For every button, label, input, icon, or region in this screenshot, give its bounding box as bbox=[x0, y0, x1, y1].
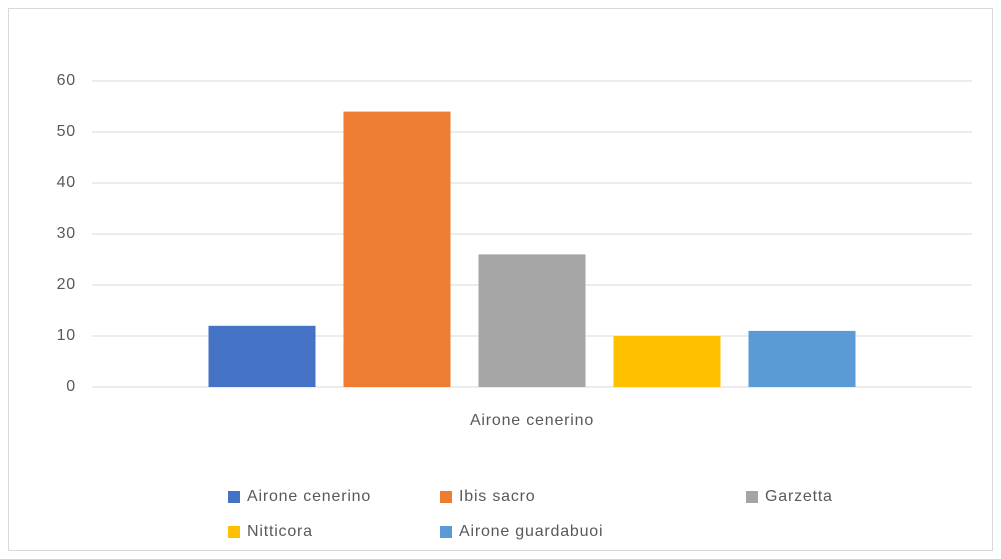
bar bbox=[208, 325, 316, 387]
legend-swatch bbox=[440, 491, 452, 503]
legend-label: Nitticora bbox=[247, 523, 313, 540]
bar bbox=[613, 336, 721, 387]
x-tick-label: Airone cenerino bbox=[470, 412, 594, 429]
bar bbox=[478, 254, 586, 387]
legend-label: Garzetta bbox=[765, 488, 833, 505]
y-tick-label: 50 bbox=[57, 123, 76, 140]
y-tick-label: 10 bbox=[57, 327, 76, 344]
legend-label: Ibis sacro bbox=[459, 488, 535, 505]
legend-swatch bbox=[746, 491, 758, 503]
y-tick-label: 40 bbox=[57, 174, 76, 191]
legend-swatch bbox=[228, 526, 240, 538]
legend-label: Airone cenerino bbox=[247, 488, 371, 505]
bar bbox=[343, 111, 451, 387]
y-tick-label: 20 bbox=[57, 276, 76, 293]
bar bbox=[748, 330, 856, 387]
legend-label: Airone guardabuoi bbox=[459, 523, 603, 540]
y-tick-label: 0 bbox=[66, 378, 76, 395]
legend-swatch bbox=[228, 491, 240, 503]
legend-swatch bbox=[440, 526, 452, 538]
y-tick-label: 30 bbox=[57, 225, 76, 242]
y-tick-label: 60 bbox=[57, 72, 76, 89]
